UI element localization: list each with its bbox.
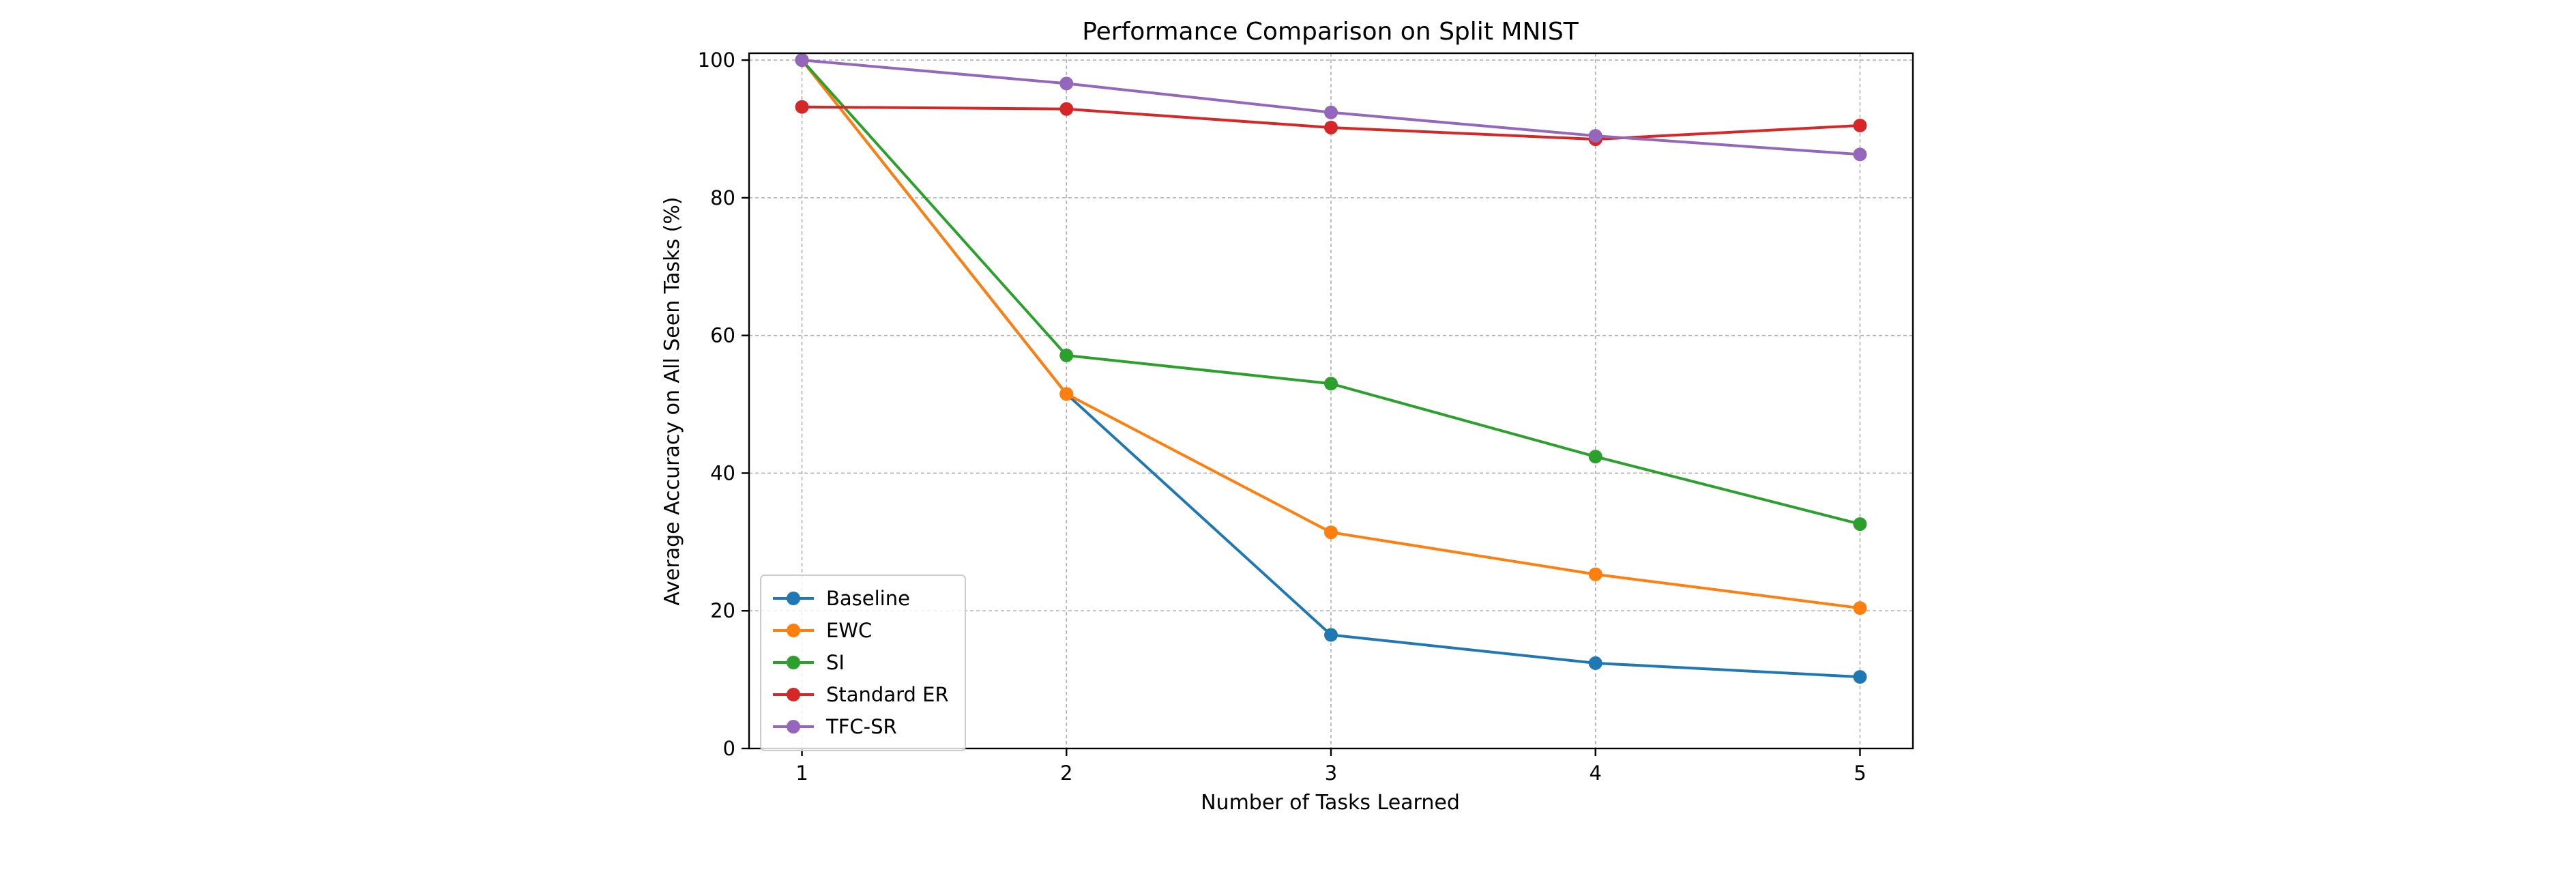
chart-title: Performance Comparison on Split MNIST <box>1082 18 1579 46</box>
data-point-tfc-sr <box>1588 129 1602 143</box>
y-tick-label: 0 <box>723 737 735 760</box>
legend-item-ewc: EWC <box>773 619 872 642</box>
data-point-baseline <box>1588 656 1602 670</box>
data-point-tfc-sr <box>1853 147 1867 162</box>
data-point-ewc <box>1853 601 1867 615</box>
legend-box <box>760 575 966 751</box>
legend-label: Baseline <box>826 587 910 610</box>
y-tick-label: 60 <box>710 324 735 347</box>
data-point-ewc <box>1059 387 1074 401</box>
legend-item-si: SI <box>773 651 845 674</box>
legend-item-tfc-sr: TFC-SR <box>773 715 897 738</box>
data-point-si <box>1588 450 1602 464</box>
legend-swatch-marker <box>787 688 800 701</box>
legend-swatch-marker <box>787 656 800 669</box>
tick-layer: 1 2 3 4 5 0 20 40 60 80 100 <box>698 48 1867 785</box>
data-point-standard-er <box>1324 120 1338 134</box>
data-point-si <box>1059 348 1074 362</box>
legend-item-baseline: Baseline <box>773 587 910 610</box>
x-tick-label: 4 <box>1590 761 1602 785</box>
y-tick-label: 40 <box>710 461 735 484</box>
x-tick-label: 1 <box>795 761 808 785</box>
series-ewc <box>795 53 1867 615</box>
y-axis-label: Average Accuracy on All Seen Tasks (%) <box>660 197 684 605</box>
x-tick-label: 5 <box>1854 761 1866 785</box>
data-point-standard-er <box>1853 118 1867 132</box>
legend-label: Standard ER <box>826 683 949 706</box>
legend-swatch-marker <box>787 592 800 605</box>
data-point-baseline <box>1853 670 1867 684</box>
legend-swatch-marker <box>787 720 800 733</box>
data-point-standard-er <box>795 100 809 114</box>
x-tick-label: 2 <box>1060 761 1072 785</box>
legend-label: EWC <box>826 619 872 642</box>
series-layer <box>795 53 1867 684</box>
data-point-ewc <box>1588 567 1602 581</box>
y-tick-label: 100 <box>698 48 735 72</box>
legend: Baseline EWC SI Standard ER TFC-SR <box>760 575 966 751</box>
data-point-tfc-sr <box>1059 76 1074 91</box>
legend-label: SI <box>826 651 845 674</box>
y-tick-label: 20 <box>710 599 735 622</box>
data-point-tfc-sr <box>795 53 809 68</box>
data-point-tfc-sr <box>1324 105 1338 119</box>
legend-item-standard-er: Standard ER <box>773 683 949 706</box>
y-tick-label: 80 <box>710 186 735 209</box>
x-axis-label: Number of Tasks Learned <box>1201 791 1460 815</box>
data-point-si <box>1853 517 1867 532</box>
series-tfc-sr <box>795 53 1867 162</box>
data-point-si <box>1324 377 1338 391</box>
data-point-baseline <box>1324 628 1338 642</box>
legend-label: TFC-SR <box>825 715 897 738</box>
x-tick-label: 3 <box>1325 761 1337 785</box>
data-point-standard-er <box>1059 102 1074 116</box>
legend-swatch-marker <box>787 624 800 637</box>
data-point-ewc <box>1324 525 1338 540</box>
